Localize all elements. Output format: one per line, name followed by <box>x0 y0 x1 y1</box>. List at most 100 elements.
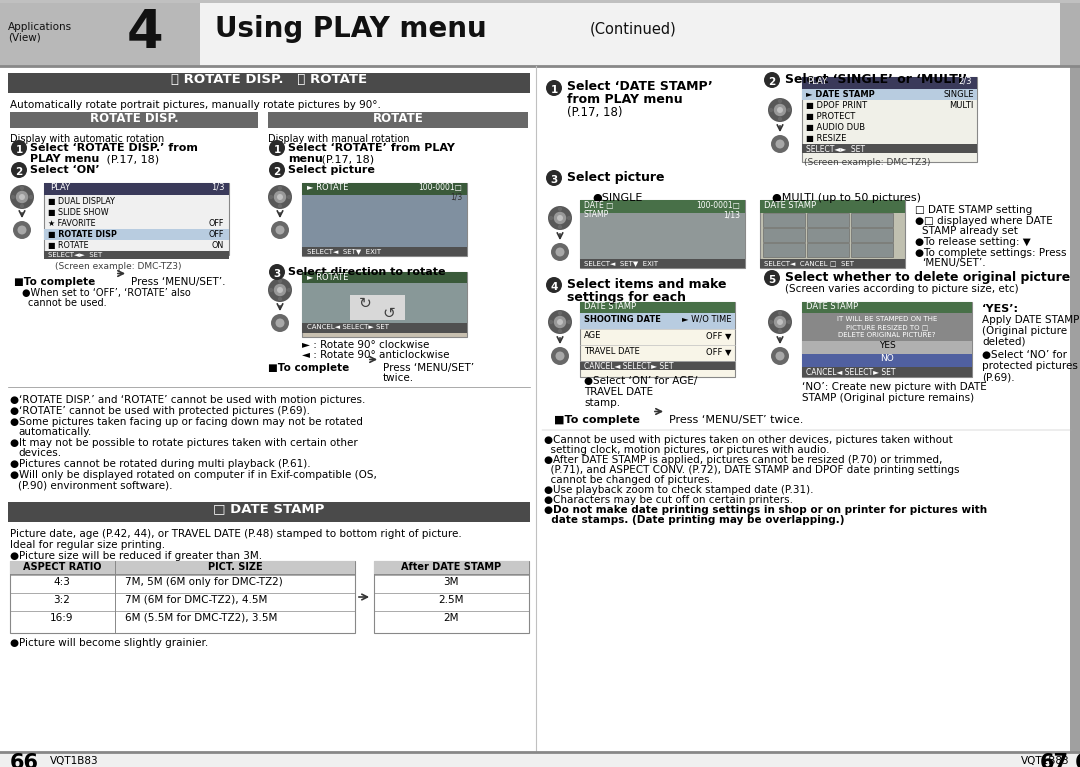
Bar <box>802 313 972 341</box>
Text: 4:3: 4:3 <box>54 577 70 587</box>
Circle shape <box>551 243 569 261</box>
Circle shape <box>554 212 566 224</box>
Text: ■To complete: ■To complete <box>268 363 349 373</box>
Text: menu: menu <box>288 154 323 164</box>
Text: 6M (5.5M for DMC-TZ2), 3.5M: 6M (5.5M for DMC-TZ2), 3.5M <box>125 613 278 623</box>
Text: ► W/O TIME: ► W/O TIME <box>683 315 732 324</box>
Text: Ideal for regular size printing.: Ideal for regular size printing. <box>10 540 165 550</box>
Bar <box>802 77 977 89</box>
Circle shape <box>278 297 282 301</box>
Circle shape <box>10 185 33 209</box>
Text: 67: 67 <box>1075 753 1080 767</box>
Text: ●Will only be displayed rotated on computer if in Exif-compatible (OS,: ●Will only be displayed rotated on compu… <box>10 470 377 480</box>
Text: DATE STAMP: DATE STAMP <box>584 302 636 311</box>
Circle shape <box>278 186 282 190</box>
Bar <box>374 561 529 574</box>
Text: ●MULTI (up to 50 pictures): ●MULTI (up to 50 pictures) <box>772 193 921 203</box>
Text: Apply DATE STAMP: Apply DATE STAMP <box>982 315 1079 325</box>
Bar <box>851 213 893 227</box>
Text: VQT1B83: VQT1B83 <box>50 756 98 766</box>
Circle shape <box>557 215 563 221</box>
Text: Automatically rotate portrait pictures, manually rotate pictures by 90°.: Automatically rotate portrait pictures, … <box>10 100 381 110</box>
Bar <box>350 295 405 320</box>
Bar <box>10 561 355 574</box>
Text: devices.: devices. <box>18 448 62 458</box>
Circle shape <box>775 351 784 360</box>
Text: protected pictures: protected pictures <box>982 361 1078 371</box>
Bar <box>10 561 355 633</box>
Text: OFF: OFF <box>208 230 224 239</box>
Circle shape <box>276 287 283 293</box>
Bar <box>200 3 1080 66</box>
Text: DATE □: DATE □ <box>584 201 613 210</box>
Text: STAMP: STAMP <box>584 210 609 219</box>
Text: □ DATE STAMP setting: □ DATE STAMP setting <box>915 205 1032 215</box>
Text: 1/3: 1/3 <box>449 192 462 201</box>
Circle shape <box>16 191 28 203</box>
Circle shape <box>276 194 283 200</box>
Text: Picture date, age (P.42, 44), or TRAVEL DATE (P.48) stamped to bottom right of p: Picture date, age (P.42, 44), or TRAVEL … <box>10 529 462 539</box>
Text: Applications: Applications <box>8 22 72 32</box>
Bar <box>302 323 467 333</box>
Text: ■To complete: ■To complete <box>14 277 95 287</box>
Text: date stamps. (Date printing may be overlapping.): date stamps. (Date printing may be overl… <box>544 515 845 525</box>
Text: 2M: 2M <box>443 613 459 623</box>
Text: STAMP already set: STAMP already set <box>922 226 1017 236</box>
Text: ‘MENU/SET’.: ‘MENU/SET’. <box>922 258 986 268</box>
Text: 4: 4 <box>551 282 557 292</box>
Bar <box>302 272 467 337</box>
Circle shape <box>278 204 282 208</box>
Circle shape <box>558 311 563 315</box>
Circle shape <box>11 162 27 178</box>
Text: After DATE STAMP: After DATE STAMP <box>401 562 501 572</box>
Text: ► DATE STAMP: ► DATE STAMP <box>806 90 875 99</box>
Text: 3M: 3M <box>443 577 459 587</box>
Circle shape <box>778 99 782 103</box>
Circle shape <box>787 108 792 112</box>
Text: ★ FAVORITE: ★ FAVORITE <box>48 219 96 228</box>
Text: ●After DATE STAMP is applied, pictures cannot be resized (P.70) or trimmed,: ●After DATE STAMP is applied, pictures c… <box>544 455 943 465</box>
Bar <box>851 243 893 257</box>
Circle shape <box>557 319 563 325</box>
Circle shape <box>287 195 292 199</box>
Text: SELECT◄►  SET: SELECT◄► SET <box>806 145 865 154</box>
Text: (Screen example: DMC-TZ3): (Screen example: DMC-TZ3) <box>804 158 931 167</box>
Bar <box>302 183 467 256</box>
Circle shape <box>567 216 571 220</box>
Text: PICTURE RESIZED TO □: PICTURE RESIZED TO □ <box>846 324 928 330</box>
Text: ●Do not make date printing settings in shop or on printer for pictures with: ●Do not make date printing settings in s… <box>544 505 987 515</box>
Text: ■To complete: ■To complete <box>554 415 639 425</box>
Text: 3: 3 <box>551 175 557 185</box>
Bar <box>580 302 735 377</box>
Bar <box>802 302 972 313</box>
Bar <box>302 195 467 247</box>
Circle shape <box>769 320 773 324</box>
Circle shape <box>558 329 563 333</box>
Bar <box>302 183 467 195</box>
Circle shape <box>554 316 566 328</box>
Text: ‘YES’:: ‘YES’: <box>982 304 1020 314</box>
Circle shape <box>269 140 285 156</box>
Text: 5: 5 <box>768 275 775 285</box>
Text: Press ‘MENU/SET’ twice.: Press ‘MENU/SET’ twice. <box>669 415 804 425</box>
Circle shape <box>11 140 27 156</box>
Text: OFF ▼: OFF ▼ <box>706 347 732 356</box>
Text: (P.17, 18): (P.17, 18) <box>567 106 622 119</box>
Bar <box>44 229 229 240</box>
Bar <box>802 77 977 162</box>
Text: AGE: AGE <box>584 331 602 340</box>
Circle shape <box>546 170 562 186</box>
Text: Select ‘ON’: Select ‘ON’ <box>30 165 99 175</box>
Text: setting clock, motion pictures, or pictures with audio.: setting clock, motion pictures, or pictu… <box>544 445 829 455</box>
Text: from PLAY menu: from PLAY menu <box>567 93 683 106</box>
Circle shape <box>546 80 562 96</box>
Text: (Continued): (Continued) <box>590 22 677 37</box>
Bar <box>8 73 530 93</box>
Text: (Original picture: (Original picture <box>982 326 1067 336</box>
Circle shape <box>271 221 289 239</box>
Text: ROTATE DISP.: ROTATE DISP. <box>90 112 178 125</box>
Bar <box>762 228 805 242</box>
Text: ●To release setting: ▼: ●To release setting: ▼ <box>915 237 1030 247</box>
Text: ASPECT RATIO: ASPECT RATIO <box>23 562 102 572</box>
Circle shape <box>771 135 789 153</box>
